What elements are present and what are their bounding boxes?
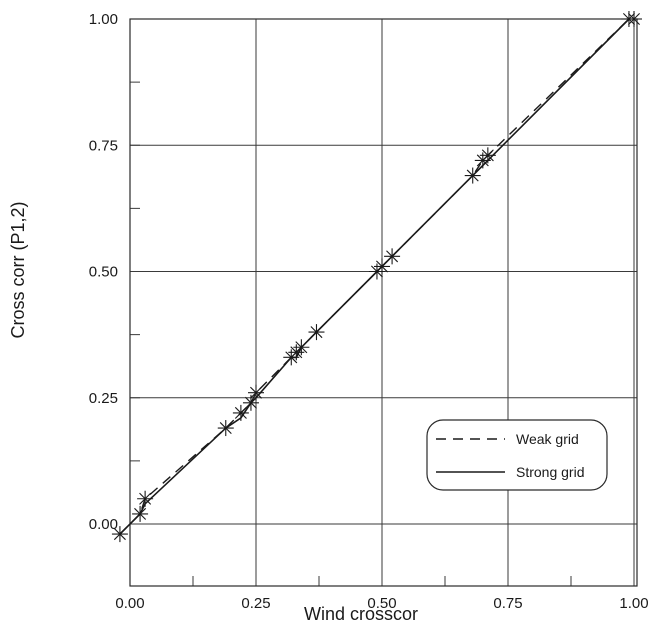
asterisk-marker [232,404,249,421]
marker-stroke [113,528,126,541]
x-axis-title: Wind crosscor [304,604,418,624]
marker-stroke [295,341,308,354]
y-tick-label: 1.00 [89,11,118,28]
marker-stroke [250,386,262,399]
asterisk-marker [248,384,264,401]
asterisk-marker [384,248,401,265]
y-tick-label: 0.75 [89,137,118,154]
legend-strong-label: Strong grid [516,464,584,480]
asterisk-marker [308,324,325,341]
x-tick-label: 0.00 [115,595,144,612]
marker-stroke [628,13,640,25]
legend-weak-label: Weak grid [516,431,579,447]
marker-stroke [310,326,323,339]
y-tick-labels: 0.00 0.25 0.50 0.75 1.00 [89,11,118,533]
asterisk-marker [137,490,154,507]
asterisk-marker [111,526,128,543]
x-tick-labels: 0.00 0.25 0.50 0.75 1.00 [115,595,648,612]
x-tick-label: 0.50 [367,595,396,612]
minor-ticks [129,18,635,586]
marker-stroke [244,396,257,409]
asterisk-marker [479,147,496,164]
y-axis-title: Cross corr (P1,2) [8,201,28,338]
asterisk-marker [217,420,234,437]
gridlines [130,19,637,586]
marker-stroke [481,149,494,162]
marker-stroke [134,507,147,520]
y-tick-label: 0.50 [89,264,118,281]
marker-stroke [219,422,232,435]
marker-stroke [386,250,399,263]
x-tick-label: 0.25 [241,595,270,612]
asterisk-marker [464,167,481,184]
plot-frame [129,18,638,587]
asterisk-marker [374,258,390,275]
marker-stroke [139,492,152,505]
x-tick-label: 0.75 [493,595,522,612]
asterisk-marker [293,339,310,356]
x-tick-label: 1.00 [619,595,648,612]
y-tick-label: 0.00 [89,516,118,533]
marker-stroke [466,169,479,182]
asterisk-marker [626,11,642,27]
markers [111,11,642,543]
y-tick-label: 0.25 [89,390,118,407]
marker-stroke [234,406,247,419]
legend: Weak grid Strong grid [426,419,608,491]
asterisk-marker [132,505,149,522]
marker-stroke [376,260,388,273]
